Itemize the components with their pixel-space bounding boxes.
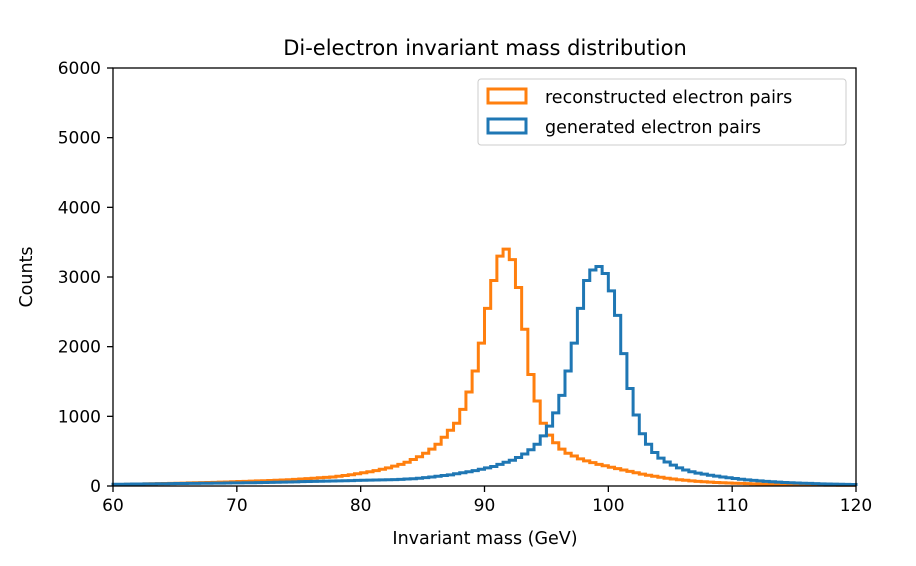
x-tick-label: 80 <box>350 496 372 516</box>
x-tick-label: 110 <box>716 496 748 516</box>
x-axis: 60 70 80 90 100 110 120 <box>102 486 872 516</box>
y-axis-label: Counts <box>17 246 37 307</box>
legend-swatch-reconstructed <box>486 87 528 105</box>
legend-box <box>477 78 847 146</box>
y-tick-label: 6000 <box>58 59 101 79</box>
legend-label-reconstructed: reconstructed electron pairs <box>545 88 792 108</box>
y-tick-label: 1000 <box>58 407 101 427</box>
x-tick-label: 120 <box>840 496 872 516</box>
y-tick-label: 0 <box>90 477 101 497</box>
y-tick-label: 2000 <box>58 338 101 358</box>
x-tick-label: 100 <box>592 496 624 516</box>
legend-swatch-generated <box>486 117 528 135</box>
x-tick-label: 70 <box>226 496 248 516</box>
y-tick-label: 3000 <box>58 268 101 288</box>
x-axis-label: Invariant mass (GeV) <box>392 529 577 549</box>
x-tick-label: 60 <box>102 496 124 516</box>
y-tick-label: 4000 <box>58 198 101 218</box>
x-tick-label: 90 <box>474 496 496 516</box>
legend: reconstructed electron pairs generated e… <box>477 78 847 146</box>
plot-series <box>111 247 858 487</box>
series-generated-histogram <box>111 265 858 487</box>
legend-label-generated: generated electron pairs <box>545 118 761 138</box>
chart-title: Di-electron invariant mass distribution <box>283 36 687 60</box>
y-tick-label: 5000 <box>58 129 101 149</box>
y-axis: 0 1000 2000 3000 4000 5000 6000 <box>58 59 113 497</box>
